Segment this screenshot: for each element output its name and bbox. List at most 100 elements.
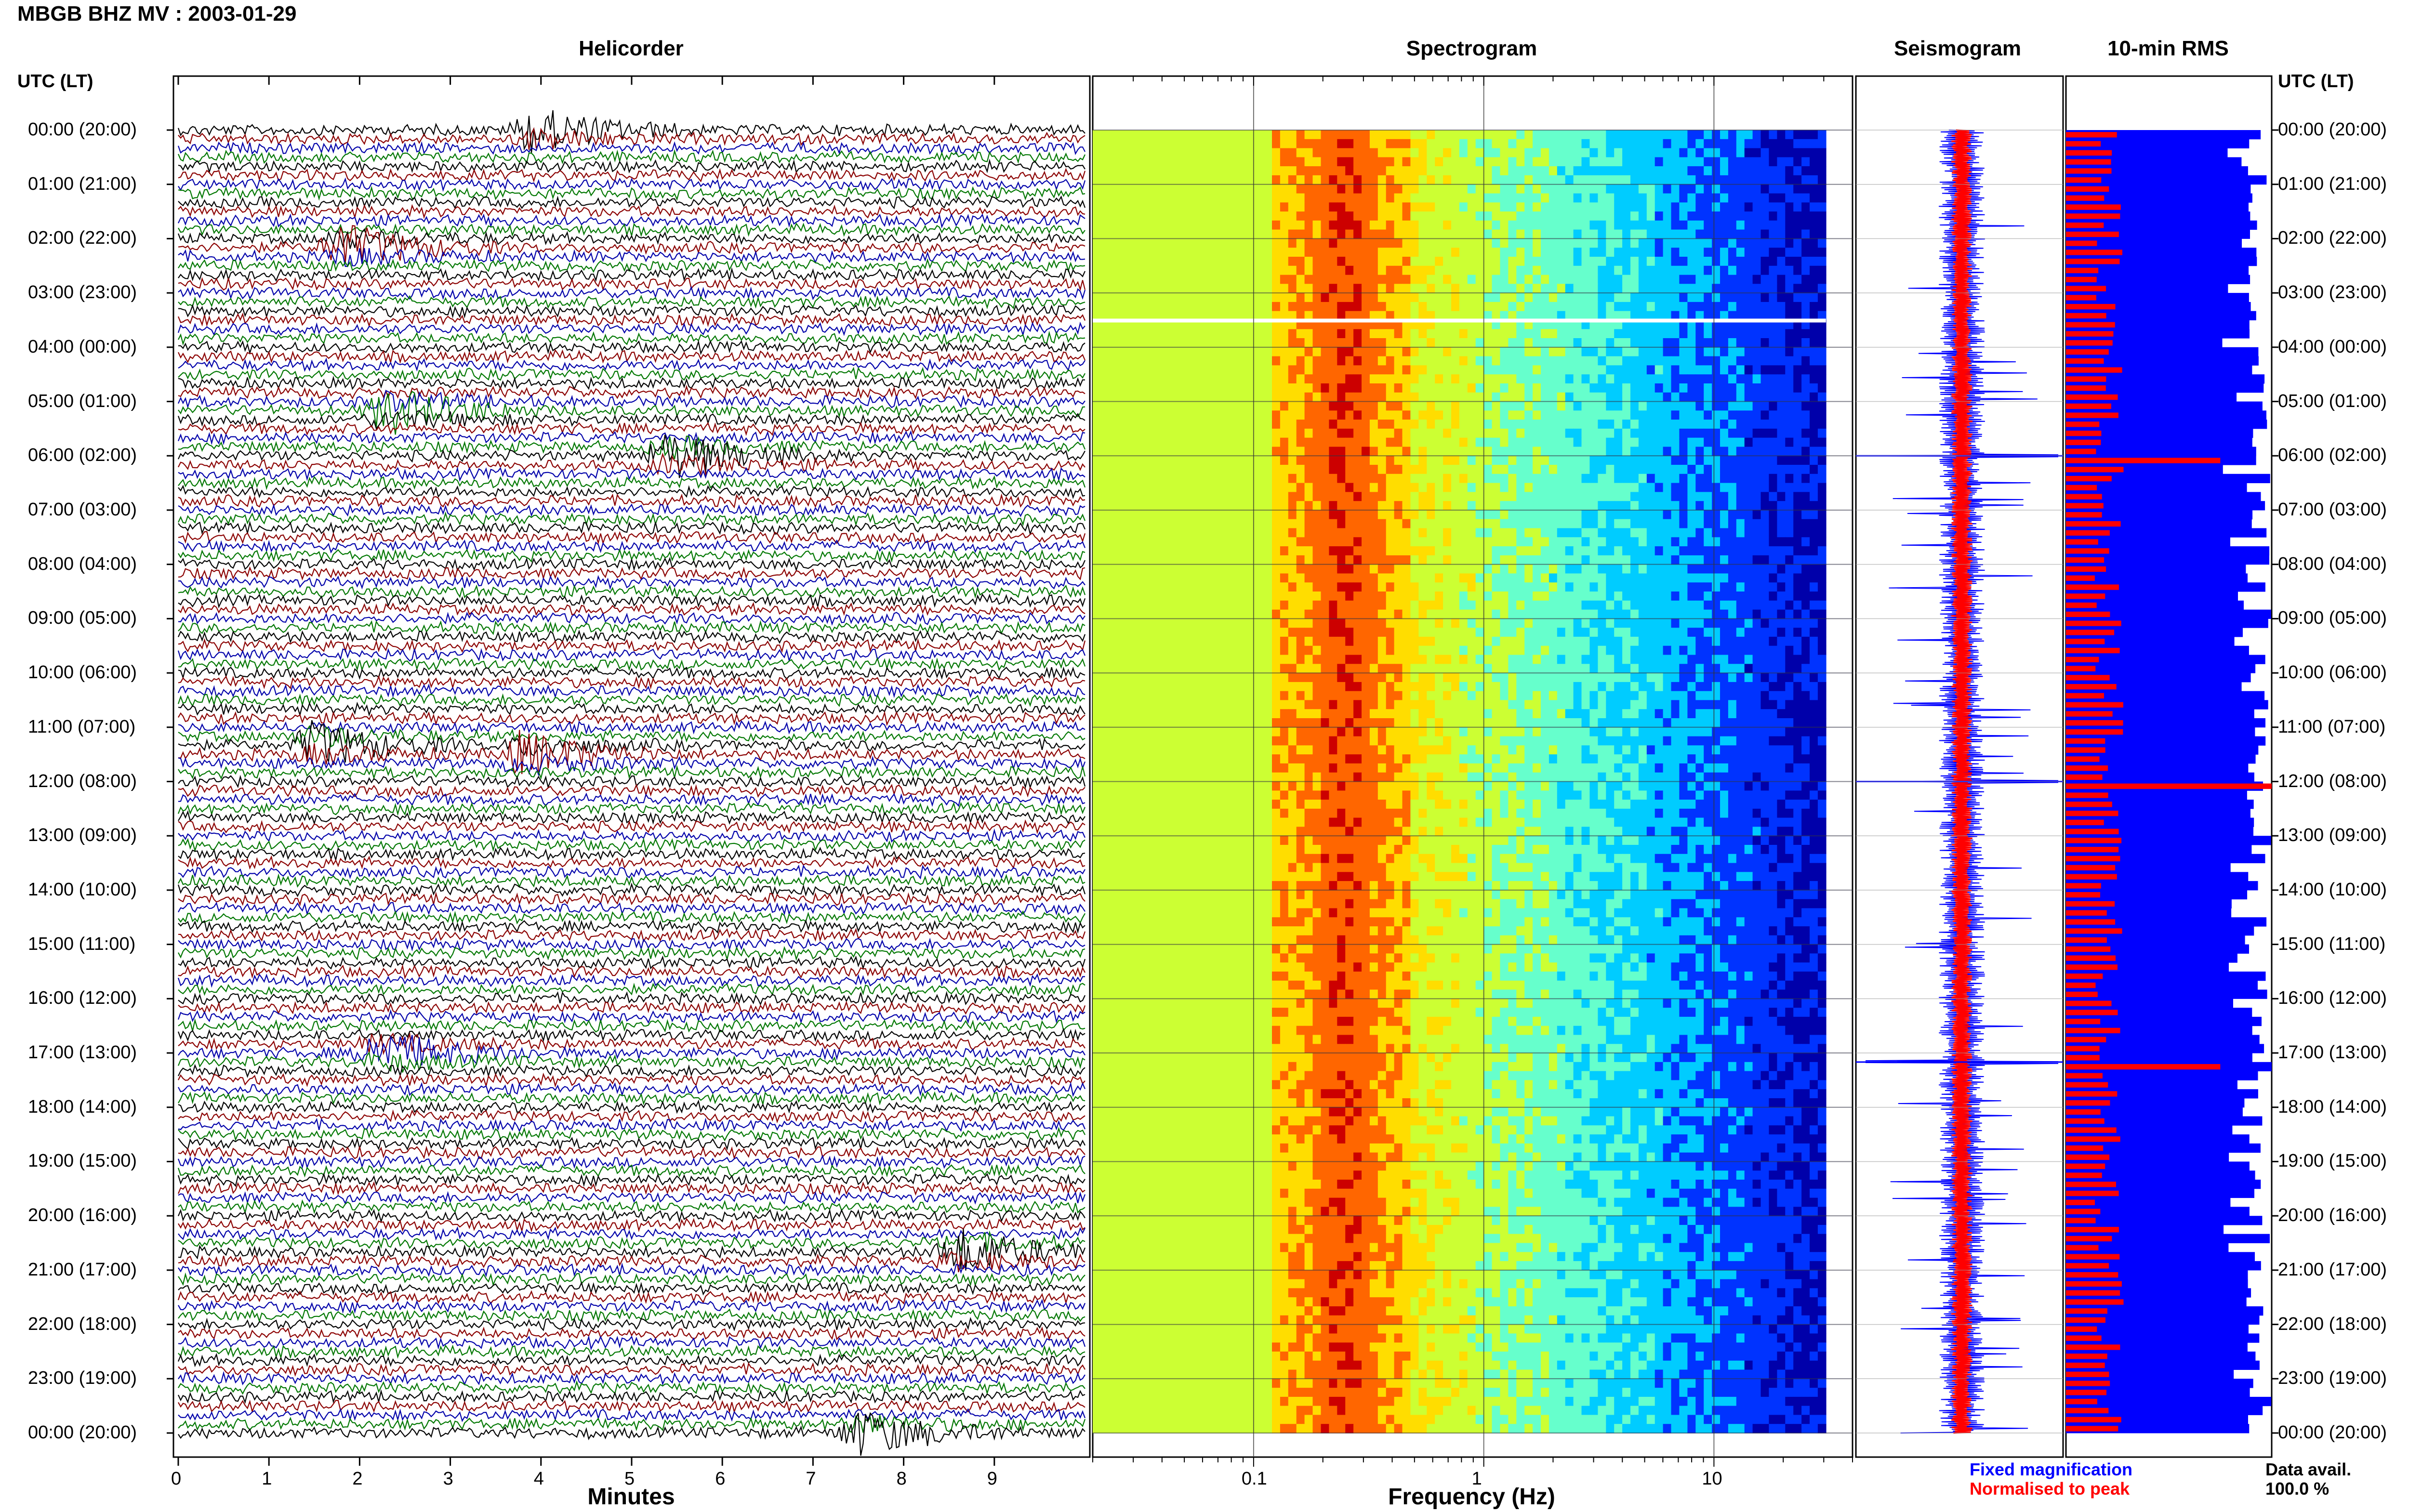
rms-fixed-bar <box>2066 347 2259 357</box>
rms-normalised-bar <box>2066 521 2121 527</box>
time-label-left: 11:00 (07:00) <box>28 716 136 737</box>
rms-normalised-bar <box>2066 1263 2109 1269</box>
rms-fixed-bar <box>2066 537 2230 547</box>
time-label-left: 17:00 (13:00) <box>28 1042 137 1063</box>
rms-normalised-bar <box>2066 901 2115 907</box>
rms-fixed-bar <box>2066 691 2265 700</box>
rms-fixed-bar <box>2066 1035 2260 1044</box>
time-label-left: 14:00 (10:00) <box>28 879 137 900</box>
helicorder-trace <box>178 222 1085 237</box>
time-label-right: 00:00 (20:00) <box>2278 1422 2387 1443</box>
rms-normalised-bar <box>2066 1064 2221 1070</box>
rms-fixed-bar <box>2066 1261 2261 1271</box>
rms-normalised-bar <box>2066 910 2107 916</box>
helicorder-trace <box>178 1218 1085 1233</box>
rms-fixed-bar <box>2066 944 2249 954</box>
helicorder-trace <box>178 720 1085 735</box>
time-label-left: 22:00 (18:00) <box>28 1314 137 1334</box>
helicorder-trace <box>178 1127 1085 1142</box>
time-label-left: 09:00 (05:00) <box>28 608 137 629</box>
rms-normalised-bar <box>2066 1290 2120 1296</box>
rms-normalised-bar <box>2066 883 2101 889</box>
time-label-right: 05:00 (01:00) <box>2278 391 2387 411</box>
helicorder-trace <box>178 225 1085 263</box>
rms-normalised-bar <box>2066 747 2105 753</box>
rms-normalised-bar <box>2066 1199 2095 1205</box>
rms-fixed-bar <box>2066 935 2245 945</box>
helicorder-trace <box>178 657 1086 672</box>
time-label-right: 12:00 (08:00) <box>2278 771 2387 791</box>
rms-normalised-bar <box>2066 602 2097 608</box>
time-label-left: 21:00 (17:00) <box>28 1259 137 1280</box>
rms-normalised-bar <box>2066 267 2099 274</box>
helicorder-trace <box>178 1272 1085 1287</box>
helicorder-trace <box>178 1281 1085 1296</box>
rms-fixed-bar <box>2066 745 2259 755</box>
rms-normalised-bar <box>2066 982 2096 988</box>
time-label-left: 03:00 (23:00) <box>28 282 137 303</box>
rms-fixed-bar <box>2066 908 2232 918</box>
rms-normalised-bar <box>2066 494 2102 500</box>
rms-normalised-bar <box>2066 1390 2106 1395</box>
rms-normalised-bar <box>2066 1354 2107 1359</box>
rms-normalised-bar <box>2066 1127 2117 1133</box>
rms-fixed-bar <box>2066 1388 2250 1397</box>
seismogram-frame <box>1855 75 2064 1458</box>
helicorder-trace <box>178 1344 1085 1359</box>
helicorder-trace <box>178 1109 1085 1124</box>
helicorder-trace <box>178 127 1085 150</box>
rms-fixed-bar <box>2066 980 2258 990</box>
time-label-right: 08:00 (04:00) <box>2278 553 2387 574</box>
rms-normalised-bar <box>2066 204 2121 210</box>
rms-fixed-bar <box>2066 555 2269 565</box>
helicorder-trace <box>178 910 1085 925</box>
time-label-right: 13:00 (09:00) <box>2278 825 2387 846</box>
rms-normalised-bar <box>2066 630 2115 635</box>
time-label-right: 14:00 (10:00) <box>2278 879 2387 900</box>
helicorder-trace <box>177 390 1085 413</box>
helicorder-trace <box>178 168 1086 183</box>
rms-fixed-bar <box>2066 383 2264 393</box>
rms-normalised-bar <box>2066 1426 2118 1432</box>
rms-normalised-bar <box>2066 639 2105 644</box>
rms-fixed-bar <box>2066 1098 2245 1108</box>
rms-normalised-bar <box>2066 485 2097 490</box>
rms-fixed-bar <box>2066 175 2267 185</box>
rms-normalised-bar <box>2066 593 2105 599</box>
helicorder-tick-label: 3 <box>443 1469 453 1489</box>
helicorder-trace <box>178 1251 1085 1273</box>
helicorder-trace <box>178 1145 1085 1160</box>
helicorder-trace <box>178 485 1085 500</box>
rms-fixed-bar <box>2066 473 2270 484</box>
rms-normalised-bar <box>2066 1163 2105 1169</box>
rms-normalised-bar <box>2066 919 2116 925</box>
time-label-right: 19:00 (15:00) <box>2278 1151 2387 1171</box>
time-label-left: 16:00 (12:00) <box>28 988 137 1009</box>
rms-normalised-bar <box>2066 1145 2104 1151</box>
helicorder-trace <box>178 258 1085 273</box>
rms-normalised-bar <box>2066 132 2117 138</box>
rms-normalised-bar <box>2066 223 2104 228</box>
rms-normalised-bar <box>2066 1371 2109 1377</box>
helicorder-tick-label: 7 <box>806 1469 816 1489</box>
rms-fixed-bar <box>2066 600 2244 610</box>
rms-fixed-bar <box>2066 374 2265 384</box>
rms-normalised-bar <box>2066 684 2117 690</box>
helicorder-trace <box>178 1308 1085 1323</box>
rms-normalised-bar <box>2066 1010 2118 1015</box>
helicorder-trace <box>178 792 1085 807</box>
rms-normalised-bar <box>2066 557 2105 563</box>
helicorder-trace <box>178 204 1085 220</box>
helicorder-trace <box>178 493 1085 509</box>
rms-normalised-bar <box>2066 213 2120 219</box>
helicorder-trace <box>178 1262 1085 1278</box>
helicorder-trace <box>177 693 1085 707</box>
rms-normalised-bar <box>2066 331 2114 337</box>
rms-fixed-bar <box>2066 1351 2256 1361</box>
rms-normalised-bar <box>2066 1046 2100 1052</box>
helicorder-trace <box>177 1208 1085 1224</box>
rms-normalised-bar <box>2066 539 2098 545</box>
rms-normalised-bar <box>2066 847 2119 853</box>
rms-normalised-bar <box>2066 1272 2118 1278</box>
helicorder-trace <box>178 725 1085 748</box>
